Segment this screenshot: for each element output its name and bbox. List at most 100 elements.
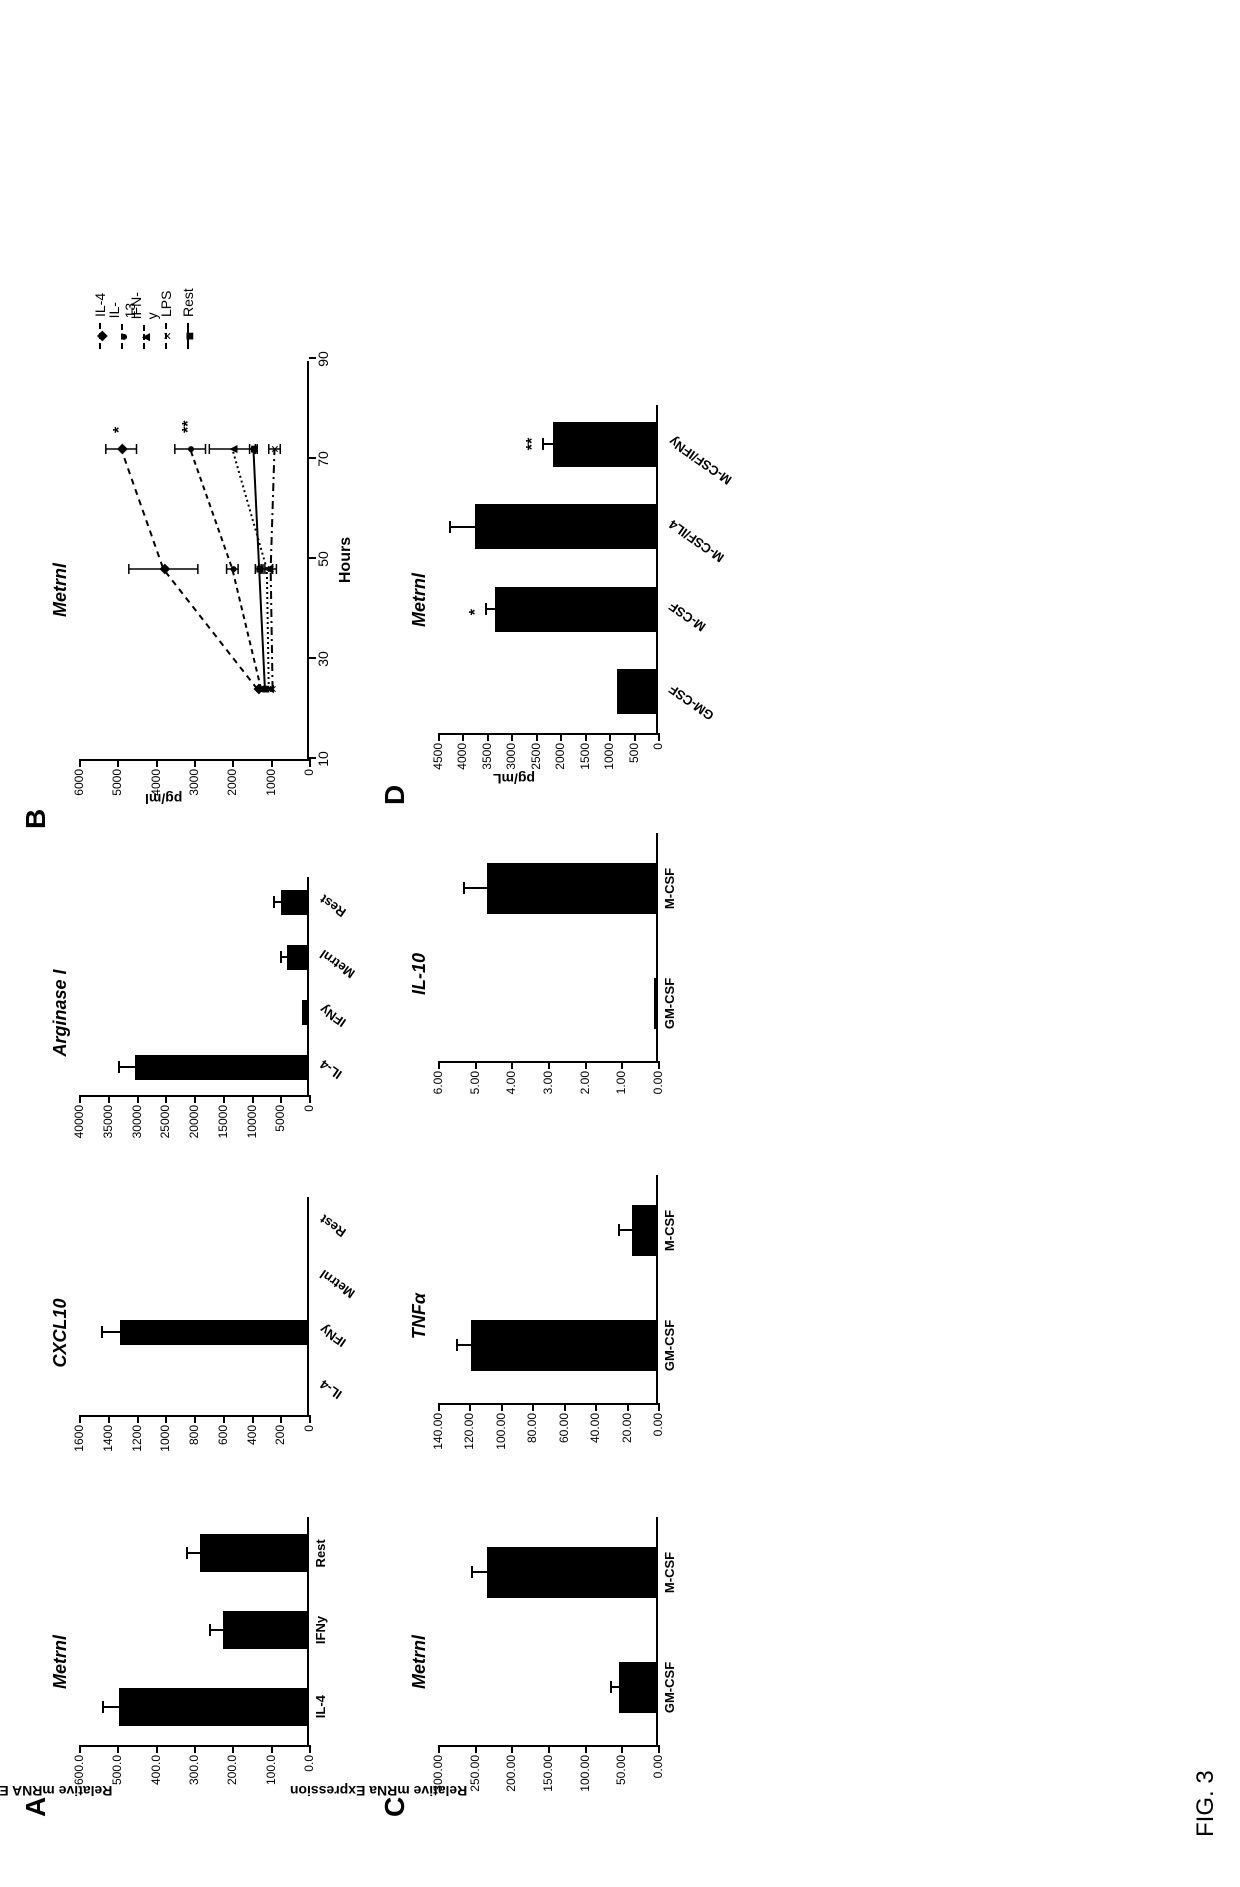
y-tick-label: 35000 <box>101 1105 115 1138</box>
panel-a-label: A <box>20 1797 52 1817</box>
x-tick-label: M-CSF <box>662 1210 677 1251</box>
x-tick-label: 10 <box>315 751 331 767</box>
plot-area: 050010001500200025003000350040004500GM-C… <box>438 405 658 735</box>
x-tick-label: 30 <box>315 651 331 667</box>
legend-label: Rest <box>180 288 196 317</box>
chart-title: Metrnl <box>409 405 430 795</box>
bar <box>302 1000 307 1025</box>
plot-area: 0.0100.0200.0300.0400.0500.0600.0IL-4IFN… <box>79 1517 309 1747</box>
bar <box>281 890 307 915</box>
panel-a: A MetrnlRelative mRNA Expression0.0100.0… <box>30 877 309 1807</box>
panel-b-plot: pg/ml01000200030004000500060001030507090… <box>79 361 309 761</box>
svg-text:◆: ◆ <box>113 443 129 454</box>
x-tick-label: IL-4 <box>317 1057 345 1083</box>
bar <box>287 945 307 970</box>
y-tick-label: 6.00 <box>431 1071 445 1094</box>
bar <box>487 863 656 915</box>
y-tick-label: 100.00 <box>578 1755 592 1792</box>
y-tick-label: 3500 <box>480 743 494 770</box>
y-tick-label: 140.00 <box>431 1413 445 1450</box>
y-tick-label: 200 <box>273 1425 287 1445</box>
svg-text:◆: ◆ <box>155 563 171 574</box>
y-tick-label: 1000 <box>602 743 616 770</box>
y-axis-label: pg/mL <box>493 771 535 787</box>
y-axis-label: Relative mRNA Expression <box>0 1783 112 1799</box>
y-tick-label: 20.00 <box>620 1413 634 1443</box>
y-tick-label: 400.0 <box>149 1755 163 1785</box>
significance-marker: * <box>111 427 129 433</box>
chart-title: TNFα <box>409 1175 430 1457</box>
panel-d-label: D <box>379 785 411 805</box>
chart-title: IL-10 <box>409 833 430 1115</box>
bar <box>617 669 656 714</box>
x-tick-label: Rest <box>317 1212 349 1240</box>
bar <box>632 1205 656 1257</box>
y-tick-label: 50.00 <box>614 1755 628 1785</box>
bar-chart: Arginase I 050001000015000200002500030000… <box>50 877 309 1149</box>
y-tick-label: 1600 <box>72 1425 86 1452</box>
chart-title: Arginase I <box>50 877 71 1149</box>
panel-b-label: B <box>20 809 52 829</box>
y-tick-label: 0 <box>651 743 665 750</box>
y-tick-label: 0.00 <box>651 1413 665 1436</box>
y-tick-label: 3.00 <box>541 1071 555 1094</box>
svg-text:×: × <box>267 445 283 453</box>
y-tick-label: 800 <box>187 1425 201 1445</box>
bar <box>119 1688 307 1726</box>
significance-marker: ** <box>524 438 542 450</box>
y-tick-label: 150.00 <box>541 1755 555 1792</box>
legend-item: ■Rest <box>177 288 199 349</box>
bar <box>471 1320 656 1372</box>
y-tick-label: 4.00 <box>504 1071 518 1094</box>
bar <box>120 1320 307 1345</box>
y-tick-label: 100.00 <box>494 1413 508 1450</box>
svg-text:●: ● <box>224 565 240 573</box>
x-tick-label: 90 <box>315 351 331 367</box>
y-tick-label: 4500 <box>431 743 445 770</box>
y-tick-label: 1000 <box>264 769 278 796</box>
y-tick-label: 5.00 <box>468 1071 482 1094</box>
y-tick-label: 500.0 <box>110 1755 124 1785</box>
svg-text:■: ■ <box>251 565 267 573</box>
svg-text:■: ■ <box>257 685 273 693</box>
x-tick-label: IFNy <box>317 1002 349 1030</box>
x-tick-label: Rest <box>317 892 349 920</box>
plot-area: 0.0050.00100.00150.00200.00250.00300.00G… <box>438 1517 658 1747</box>
x-tick-label: 50 <box>315 551 331 567</box>
y-tick-label: 1400 <box>101 1425 115 1452</box>
y-tick-label: 0.0 <box>302 1755 316 1772</box>
row-2: C MetrnlRelative mRNa Expression0.0050.0… <box>389 30 658 1807</box>
bar <box>223 1611 307 1649</box>
y-tick-label: 2000 <box>225 769 239 796</box>
figure-page: A MetrnlRelative mRNA Expression0.0100.0… <box>0 0 1240 1887</box>
y-tick-label: 200.0 <box>225 1755 239 1785</box>
y-tick-label: 600.0 <box>72 1755 86 1785</box>
x-tick-label: M-CSF/IFNy <box>666 434 734 488</box>
plot-area: 02004006008001000120014001600IL-4IFNyMet… <box>79 1197 309 1417</box>
row-1: A MetrnlRelative mRNA Expression0.0100.0… <box>30 30 309 1807</box>
y-tick-label: 300.00 <box>431 1755 445 1792</box>
y-tick-label: 120.00 <box>462 1413 476 1450</box>
line-plot-svg: ◆◆◆●●●▲▲▲×××■■■ <box>79 359 309 759</box>
x-tick-label: Rest <box>313 1539 328 1567</box>
x-tick-label: GM-CSF <box>662 1320 677 1371</box>
bar <box>553 422 656 467</box>
y-tick-label: 6000 <box>72 769 86 796</box>
bar <box>200 1534 307 1572</box>
bar <box>135 1055 308 1080</box>
plot-area: 0500010000150002000025000300003500040000… <box>79 877 309 1097</box>
y-tick-label: 200.00 <box>504 1755 518 1792</box>
x-tick-label: M-CSF <box>662 1552 677 1593</box>
svg-text:▲: ▲ <box>224 442 240 456</box>
y-tick-label: 4000 <box>149 769 163 796</box>
y-tick-label: 100.0 <box>264 1755 278 1785</box>
panel-b-title: Metrnl <box>50 361 71 819</box>
y-tick-label: 500 <box>627 743 641 763</box>
bar-chart: MetrnlRelative mRNa Expression0.0050.001… <box>409 1517 658 1807</box>
legend-label: IFN-y <box>128 288 160 319</box>
bar <box>654 978 656 1030</box>
bar <box>495 587 656 632</box>
x-tick-label: 70 <box>315 451 331 467</box>
y-tick-label: 5000 <box>273 1105 287 1132</box>
bar-chart: IL-100.001.002.003.004.005.006.00GM-CSFM… <box>409 833 658 1115</box>
